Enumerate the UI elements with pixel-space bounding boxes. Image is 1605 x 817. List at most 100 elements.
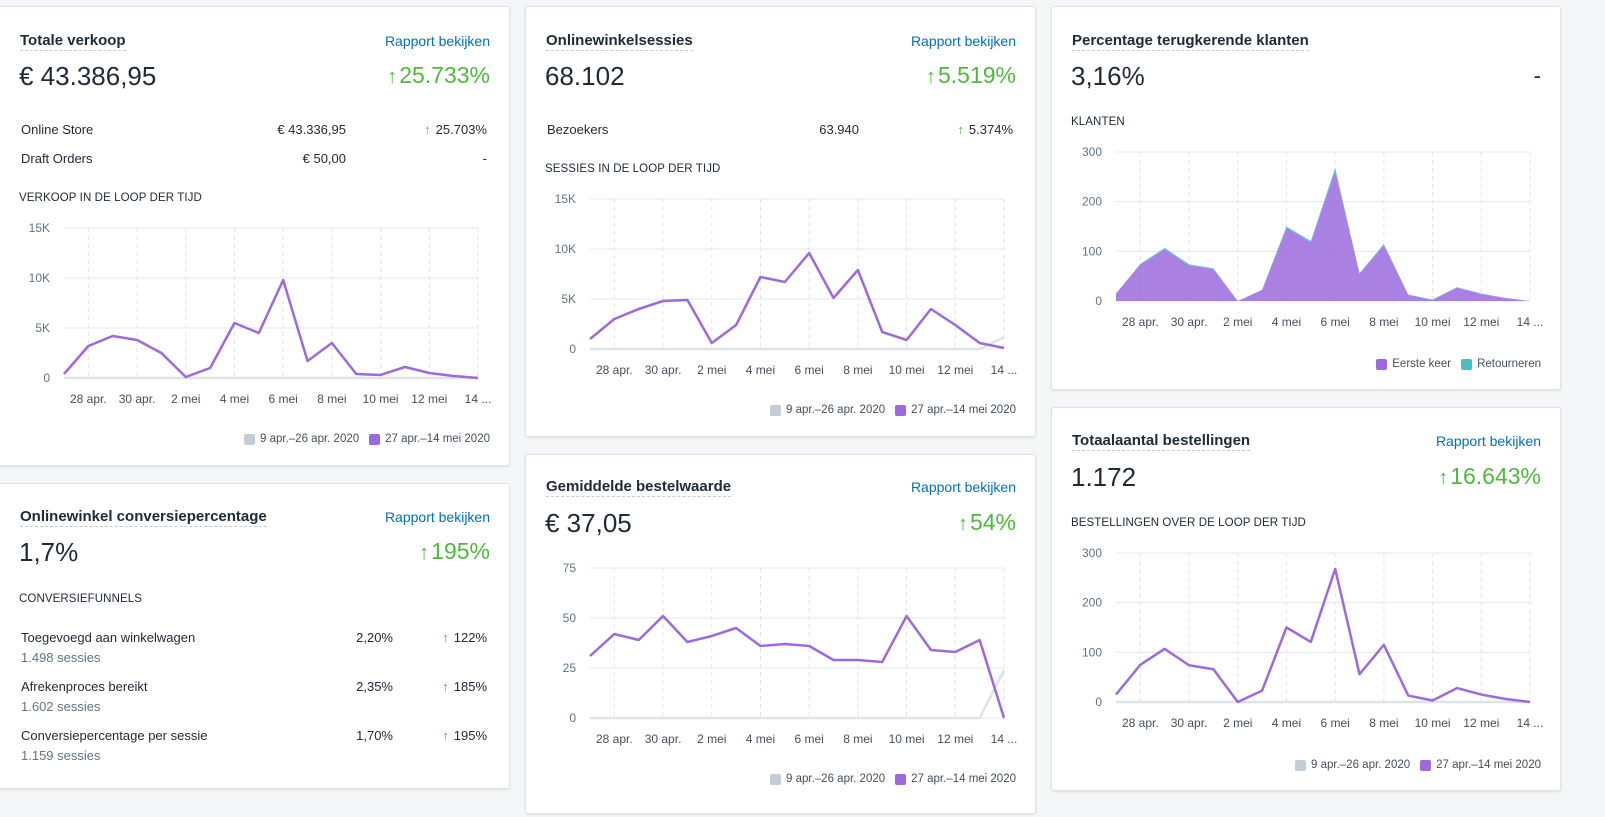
y-tick-label: 100	[1082, 244, 1102, 258]
funnel-label: Toegevoegd aan winkelwagen	[21, 630, 196, 645]
returning-value: 3,16%	[1071, 61, 1145, 91]
legend-previous: 9 apr.–26 apr. 2020	[786, 773, 886, 785]
x-tick-label: 12 mei	[937, 363, 973, 377]
funnel-change: ↑ 122%	[442, 630, 487, 645]
orders-line-chart: 300 200 100 0 28 apr. 30 apr. 2 mei 4 mei 6 mei 8…	[1082, 546, 1543, 730]
legend-previous: 9 apr.–26 apr. 2020	[260, 433, 360, 445]
legend-swatch-previous	[244, 433, 256, 445]
total-sales-change: ↑25.733%	[387, 62, 490, 89]
chart-label: BESTELLINGEN OVER DE LOOP DER TIJD	[1071, 517, 1306, 529]
legend-swatch-returning	[1461, 358, 1473, 370]
funnel-change: ↑ 185%	[442, 679, 487, 694]
x-tick-label: 12 mei	[1463, 315, 1499, 329]
x-tick-label: 30 apr.	[1171, 315, 1208, 329]
orders-change: ↑16.643%	[1438, 463, 1541, 490]
funnel-change: ↑ 195%	[442, 728, 487, 743]
chart-label: SESSIES IN DE LOOP DER TIJD	[545, 163, 721, 175]
card-title[interactable]: Percentage terugkerende klanten	[1072, 32, 1309, 51]
returning-change: -	[1533, 63, 1541, 88]
arrow-up-icon: ↑	[442, 728, 449, 743]
x-tick-label: 12 mei	[937, 732, 973, 746]
legend-swatch-current	[895, 773, 907, 785]
row-value: 63.940	[819, 122, 859, 137]
x-tick-label: 8 mei	[843, 732, 872, 746]
arrow-up-icon: ↑	[957, 122, 964, 137]
x-tick-label: 4 mei	[746, 363, 775, 377]
row-change-value: 25.703%	[435, 122, 487, 137]
y-tick-label: 10K	[555, 242, 576, 256]
arrow-up-icon: ↑	[925, 66, 936, 88]
legend-first-time: Eerste keer	[1392, 358, 1452, 370]
row-label: Bezoekers	[547, 122, 609, 137]
funnel-sessions: 1.159 sessies	[21, 748, 101, 763]
arrow-up-icon: ↑	[419, 542, 430, 564]
x-tick-label: 10 mei	[363, 392, 399, 406]
arrow-up-icon: ↑	[957, 513, 968, 535]
legend-current: 27 apr.–14 mei 2020	[911, 404, 1016, 416]
card-title[interactable]: Totale verkoop	[20, 32, 126, 51]
card-title[interactable]: Onlinewinkel conversiepercentage	[20, 508, 267, 527]
y-tick-label: 5K	[35, 321, 50, 335]
x-tick-label: 8 mei	[1369, 315, 1398, 329]
y-tick-label: 200	[1082, 195, 1102, 209]
total-sales-value: € 43.386,95	[19, 61, 157, 91]
view-report-link[interactable]: Rapport bekijken	[384, 33, 490, 49]
row-change: -	[482, 151, 487, 166]
x-tick-label: 12 mei	[411, 392, 447, 406]
x-tick-label: 14 ...	[991, 732, 1018, 746]
y-tick-label: 100	[1082, 645, 1102, 659]
funnel-change-value: 195%	[453, 728, 487, 743]
funnel-sessions: 1.602 sessies	[21, 699, 101, 714]
y-tick-label: 25	[563, 661, 577, 675]
arrow-up-icon: ↑	[1438, 467, 1449, 489]
row-change-value: 5.374%	[968, 122, 1013, 137]
x-tick-label: 28 apr.	[1122, 315, 1159, 329]
aov-line-chart: 75 50 25 0 28 apr. 30 apr. 2 mei 4 mei 6 mei 8 me…	[563, 561, 1018, 746]
view-report-link[interactable]: Rapport bekijken	[384, 509, 490, 525]
average-order-value-card: Gemiddelde bestelwaarde Rapport bekijken…	[525, 454, 1036, 814]
sessions-line-chart: 15K 10K 5K 0 28 apr. 30 apr. 2 mei 4 mei 6 mei 8 …	[555, 192, 1018, 377]
total-orders-card: Totaalaantal bestellingen Rapport bekijk…	[1051, 407, 1561, 791]
x-tick-label: 6 mei	[1321, 315, 1350, 329]
conversion-change: ↑195%	[419, 538, 490, 565]
x-tick-label: 30 apr.	[645, 732, 682, 746]
legend-current: 27 apr.–14 mei 2020	[385, 433, 490, 445]
returning-customers-card: Percentage terugkerende klanten 3,16% - …	[1051, 6, 1561, 390]
x-tick-label: 10 mei	[1415, 716, 1451, 730]
legend-previous: 9 apr.–26 apr. 2020	[1311, 759, 1411, 771]
change-value: 25.733%	[399, 62, 490, 88]
legend-current: 27 apr.–14 mei 2020	[911, 773, 1016, 785]
change-value: 54%	[969, 509, 1016, 535]
x-tick-label: 28 apr.	[70, 392, 107, 406]
row-label: Online Store	[21, 122, 94, 137]
y-tick-label: 0	[1095, 695, 1102, 709]
chart-legend: 9 apr.–26 apr. 2020 27 apr.–14 mei 2020	[760, 773, 1016, 785]
y-tick-label: 200	[1082, 596, 1102, 610]
chart-label: VERKOOP IN DE LOOP DER TIJD	[19, 192, 202, 204]
y-tick-label: 0	[43, 371, 50, 385]
y-tick-label: 15K	[29, 221, 50, 235]
card-title[interactable]: Onlinewinkelsessies	[546, 32, 693, 51]
y-tick-label: 0	[569, 711, 576, 725]
x-tick-label: 30 apr.	[1171, 716, 1208, 730]
view-report-link[interactable]: Rapport bekijken	[910, 33, 1016, 49]
x-tick-label: 8 mei	[843, 363, 872, 377]
x-tick-label: 6 mei	[795, 732, 824, 746]
aov-value: € 37,05	[545, 508, 632, 538]
x-tick-label: 2 mei	[697, 732, 726, 746]
legend-swatch-previous	[1295, 759, 1307, 771]
view-report-link[interactable]: Rapport bekijken	[910, 479, 1016, 495]
card-title[interactable]: Totaalaantal bestellingen	[1072, 432, 1251, 451]
chart-legend: Eerste keer Retourneren	[1366, 358, 1541, 370]
line-series-current	[63, 278, 479, 380]
sessions-value: 68.102	[545, 61, 625, 91]
y-tick-label: 10K	[29, 271, 50, 285]
x-tick-label: 8 mei	[317, 392, 346, 406]
view-report-link[interactable]: Rapport bekijken	[1435, 433, 1541, 449]
chart-legend: 9 apr.–26 apr. 2020 27 apr.–14 mei 2020	[1285, 759, 1541, 771]
line-series-current	[1115, 567, 1531, 704]
legend-swatch-previous	[770, 404, 782, 416]
card-title[interactable]: Gemiddelde bestelwaarde	[546, 478, 732, 497]
funnel-label: Afrekenproces bereikt	[21, 679, 148, 694]
x-tick-label: 10 mei	[889, 732, 925, 746]
